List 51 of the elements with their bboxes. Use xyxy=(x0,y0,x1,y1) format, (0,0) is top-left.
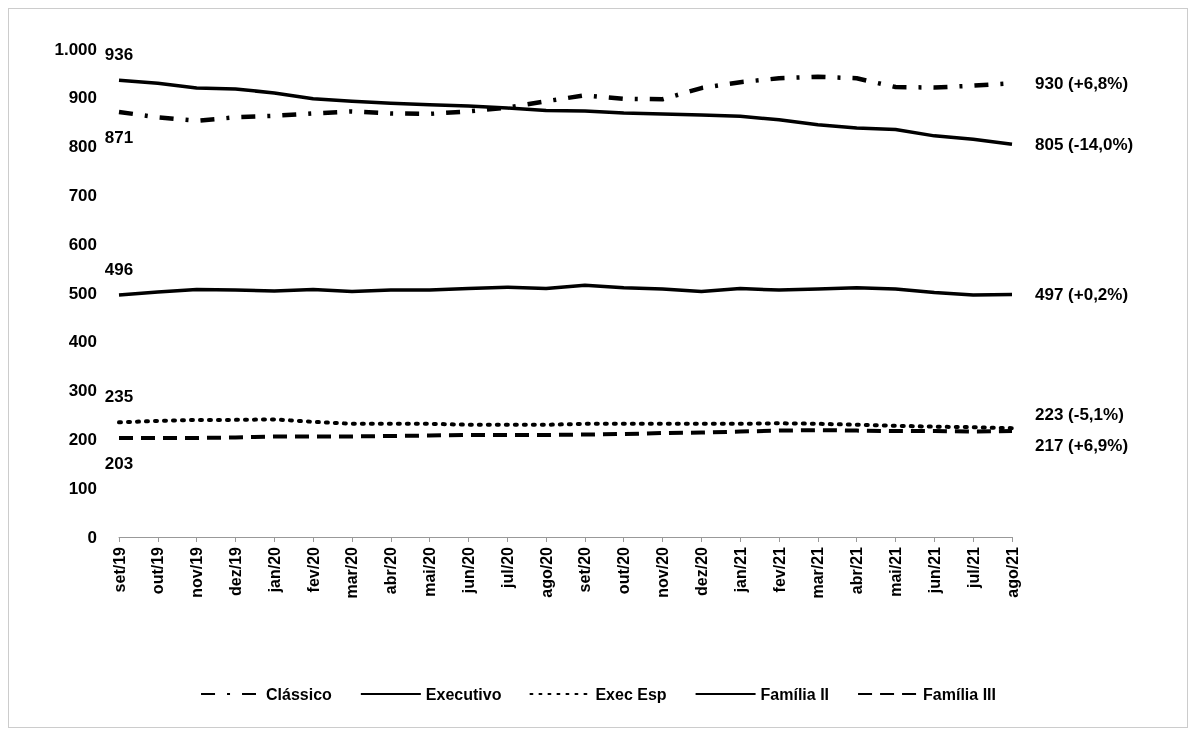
y-tick-label: 900 xyxy=(68,88,97,108)
x-tick-label: out/19 xyxy=(149,546,167,595)
x-tick-label: jul/21 xyxy=(964,546,982,589)
y-tick-label: 100 xyxy=(68,478,97,498)
data-label: 871 xyxy=(104,127,134,147)
data-label: 223 (-5,1%) xyxy=(1035,404,1124,424)
x-tick-label: abr/20 xyxy=(382,546,400,595)
legend-label: Exec Esp xyxy=(595,685,667,703)
y-tick-label: 700 xyxy=(68,185,97,205)
y-tick-label: 500 xyxy=(68,283,97,303)
legend-label: Família II xyxy=(760,685,830,703)
x-tick-label: nov/20 xyxy=(654,546,672,598)
data-label: 936 xyxy=(104,45,134,65)
x-tick-label: set/20 xyxy=(576,546,594,593)
y-tick-label: 600 xyxy=(68,234,97,254)
line-series xyxy=(117,283,1014,297)
x-tick-label: mar/20 xyxy=(343,546,361,599)
data-label: 497 (+0,2%) xyxy=(1035,284,1129,304)
y-tick-label: 800 xyxy=(68,137,97,157)
data-label: 203 xyxy=(104,453,134,473)
x-tick-label: fev/21 xyxy=(770,546,788,593)
data-label: 235 xyxy=(104,387,134,407)
y-tick-label: 0 xyxy=(87,527,97,547)
x-tick-label: dez/20 xyxy=(692,546,710,596)
y-tick-label: 300 xyxy=(68,381,97,401)
x-tick-label: out/20 xyxy=(615,546,633,595)
legend-label: Executivo xyxy=(425,685,502,703)
x-tick-label: mai/20 xyxy=(421,546,439,597)
data-label: 930 (+6,8%) xyxy=(1035,73,1129,93)
x-tick-label: ago/21 xyxy=(1003,546,1021,598)
x-tick-label: set/19 xyxy=(110,546,128,593)
x-tick-label: fev/20 xyxy=(304,546,322,593)
data-label: 217 (+6,9%) xyxy=(1035,435,1129,455)
data-label: 496 xyxy=(104,259,134,279)
x-tick-label: nov/19 xyxy=(188,546,206,598)
x-tick-label: jun/20 xyxy=(459,546,477,595)
x-tick-label: mar/21 xyxy=(809,546,827,599)
x-tick-label: jan/21 xyxy=(731,546,749,594)
x-tick-label: jul/20 xyxy=(498,546,516,589)
legend-label: Clássico xyxy=(266,685,333,703)
x-tick-label: jun/21 xyxy=(925,546,943,595)
x-tick-label: ago/20 xyxy=(537,546,555,598)
x-tick-label: jan/20 xyxy=(265,546,283,594)
y-tick-label: 400 xyxy=(68,332,97,352)
x-tick-label: mai/21 xyxy=(887,546,905,597)
data-label: 805 (-14,0%) xyxy=(1035,134,1134,154)
legend-label: Família III xyxy=(923,685,996,703)
y-tick-label: 200 xyxy=(68,429,97,449)
x-tick-label: dez/19 xyxy=(226,546,244,596)
y-tick-label: 1.000 xyxy=(54,39,97,59)
x-tick-label: abr/21 xyxy=(848,546,866,595)
